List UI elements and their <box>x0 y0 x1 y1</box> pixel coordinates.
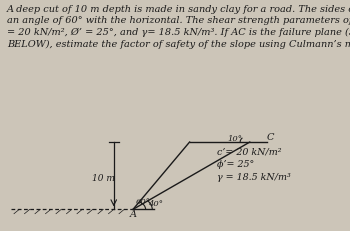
Text: 40°: 40° <box>148 199 163 207</box>
Text: A deep cut of 10 m depth is made in sandy clay for a road. The sides of the cut : A deep cut of 10 m depth is made in sand… <box>7 5 350 49</box>
Text: ϕ’= 25°: ϕ’= 25° <box>217 160 254 169</box>
Text: 60°: 60° <box>136 197 151 205</box>
Text: A: A <box>130 209 136 218</box>
Text: γ = 18.5 kN/m³: γ = 18.5 kN/m³ <box>217 172 291 181</box>
Text: C: C <box>267 133 274 142</box>
Text: c’= 20 kN/m²: c’= 20 kN/m² <box>217 147 281 156</box>
Text: 10 m: 10 m <box>92 173 115 182</box>
Text: 10°: 10° <box>228 134 243 142</box>
